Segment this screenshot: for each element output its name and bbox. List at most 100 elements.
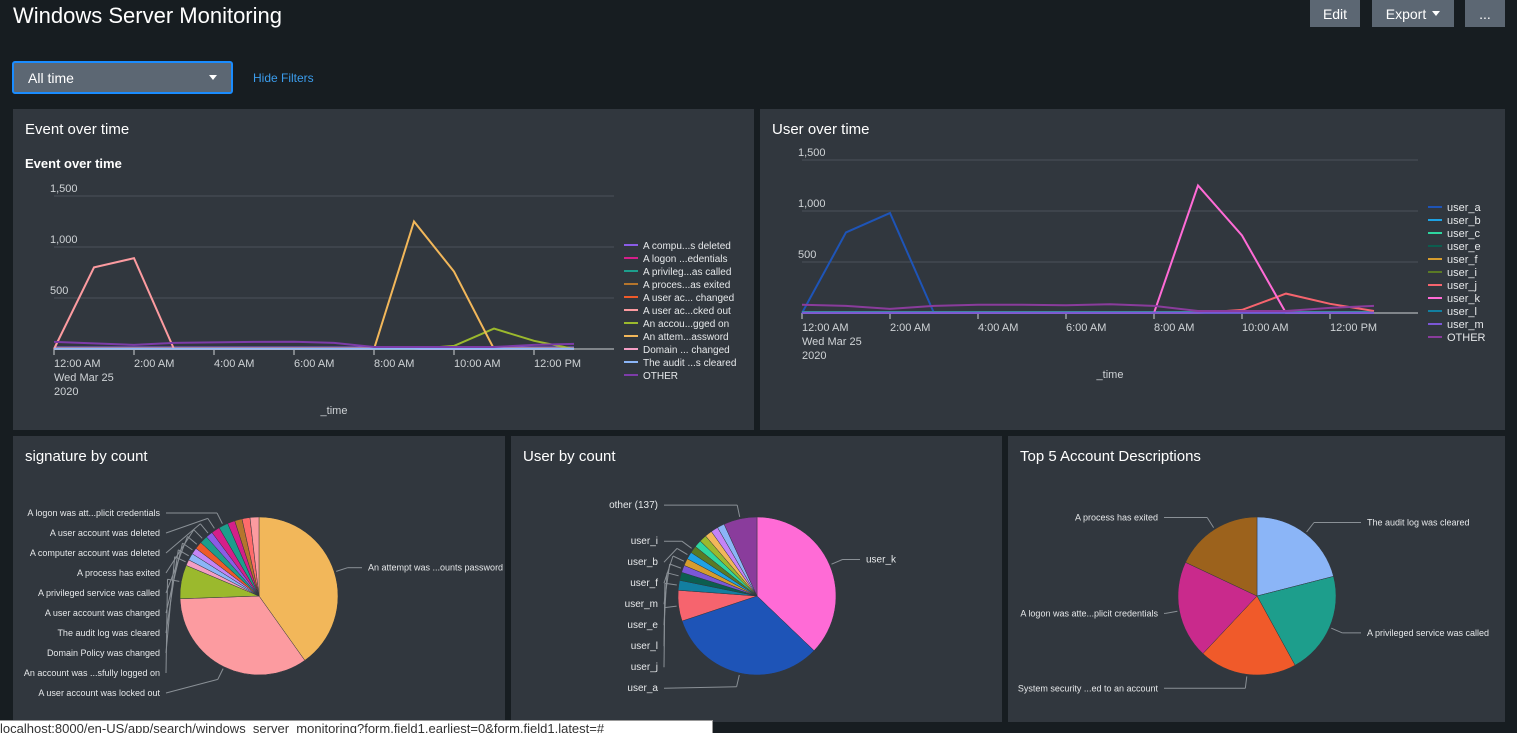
hide-filters-link[interactable]: Hide Filters (253, 71, 314, 85)
series-line (53, 257, 574, 350)
pie-slice (1177, 562, 1258, 654)
x-tick-label: 10:00 AM (1242, 322, 1288, 334)
export-button-label: Export (1385, 5, 1427, 22)
legend-label: user_j (1447, 280, 1477, 292)
pie-leader-line (165, 678, 218, 694)
legend-label: An attem...assword (643, 332, 729, 343)
pie-label: System security ...ed to an account (1018, 683, 1159, 693)
user-pie-chart[interactable]: other (137) user_i user_b user_f user_m user_… (511, 436, 1002, 722)
pie-leader-line (200, 523, 209, 534)
panel-signature-by-count: signature by count A logon was att...pli… (13, 436, 505, 722)
event-over-time-chart[interactable]: 500 1,000 1,500 12:00 AM Wed Mar 25 2020 2:00 … (13, 109, 754, 430)
x-tick-label: 2020 (54, 386, 78, 398)
panel-title: User by count (523, 448, 616, 465)
more-actions-label: ... (1479, 5, 1491, 22)
pie-slice (723, 516, 758, 597)
more-actions-button[interactable]: ... (1465, 0, 1505, 27)
legend-label: user_l (1447, 306, 1477, 318)
series-line (801, 211, 1374, 314)
pie-leader-line (165, 536, 188, 594)
pie-leader-line (193, 529, 203, 539)
time-range-dropdown[interactable]: All time (12, 61, 233, 94)
pie-slice (258, 516, 339, 661)
pie-leader-line (217, 668, 224, 680)
pie-label: A process has exited (77, 568, 160, 578)
pie-label: user_k (866, 554, 897, 565)
legend-label: user_c (1447, 228, 1481, 240)
top5-pie-chart[interactable]: A process has exited A logon was atte...p… (1008, 436, 1505, 722)
pie-leader-line (174, 556, 186, 563)
pie-label: An attempt was ...ounts password (368, 563, 503, 573)
x-tick-label: Wed Mar 25 (802, 336, 862, 348)
x-tick-label: 12:00 PM (534, 358, 581, 370)
legend-label: user_m (1447, 319, 1484, 331)
pie-leader-line (672, 555, 685, 562)
panel-title: Event over time (25, 121, 130, 138)
pie-leader-line (663, 607, 666, 668)
time-range-value: All time (28, 69, 74, 86)
pie-label: user_f (630, 578, 658, 589)
pie-label: A computer account was deleted (30, 548, 160, 558)
y-tick-label: 1,500 (50, 183, 78, 195)
pie-slice (179, 595, 306, 676)
pie-label: user_j (631, 662, 658, 673)
y-tick-label: 1,000 (798, 198, 826, 210)
page-title: Windows Server Monitoring (13, 3, 282, 28)
pie-slice (249, 516, 260, 597)
panel-title: Top 5 Account Descriptions (1020, 448, 1201, 465)
series-line (801, 303, 1375, 312)
x-tick-label: 2:00 AM (890, 322, 930, 334)
legend-label: user_e (1447, 241, 1481, 253)
pie-slice (681, 595, 815, 676)
legend-label: Domain ... changed (643, 345, 730, 356)
panel-user-over-time: User over time 500 1,000 1,500 12:00 AM Wed … (760, 109, 1505, 430)
legend-label: OTHER (643, 371, 678, 382)
export-button[interactable]: Export (1372, 0, 1454, 27)
x-tick-label: 4:00 AM (214, 358, 254, 370)
pie-label: A user account was deleted (50, 528, 160, 538)
legend-label: user_b (1447, 215, 1481, 227)
pie-slice (1256, 516, 1334, 597)
x-tick-label: 2020 (802, 350, 826, 362)
panel-top5-account: Top 5 Account Descriptions A process has… (1008, 436, 1505, 722)
chevron-down-icon (1432, 11, 1441, 16)
edit-button-label: Edit (1322, 5, 1348, 22)
x-tick-label: 8:00 AM (374, 358, 414, 370)
y-tick-label: 1,000 (50, 234, 78, 246)
pie-label: The audit log was cleared (1367, 518, 1470, 528)
pie-label: A process has exited (1075, 512, 1158, 522)
pie-leader-line (831, 559, 843, 565)
pie-label: other (137) (609, 500, 658, 511)
x-tick-label: Wed Mar 25 (54, 372, 114, 384)
legend-label: An accou...gged on (643, 319, 729, 330)
pie-leader-line (663, 686, 737, 689)
user-over-time-chart[interactable]: 500 1,000 1,500 12:00 AM Wed Mar 25 2020 2:00 … (760, 109, 1505, 430)
pie-slice (1256, 576, 1337, 666)
pie-leader-line (663, 548, 678, 563)
pie-label: user_i (631, 536, 658, 547)
legend-label: user_i (1447, 267, 1477, 279)
legend-label: user_f (1447, 254, 1479, 266)
pie-slice (756, 516, 837, 651)
x-axis-label: _time (1096, 369, 1124, 381)
pie-slice (1185, 516, 1258, 597)
pie-leader-line (1331, 627, 1343, 634)
pie-leader-line (676, 547, 688, 556)
pie-leader-line (666, 572, 679, 577)
x-tick-label: 6:00 AM (294, 358, 334, 370)
signature-pie-chart[interactable]: A logon was att...plicit credentials A us… (13, 436, 505, 722)
pie-leader-line (681, 540, 692, 549)
x-tick-label: 12:00 AM (54, 358, 100, 370)
pie-label: Domain Policy was changed (47, 648, 160, 658)
pie-leader-line (336, 567, 348, 572)
x-tick-label: 4:00 AM (978, 322, 1018, 334)
pie-leader-line (1206, 517, 1215, 528)
legend-label: A logon ...edentials (643, 254, 728, 265)
legend-label: A user ac... changed (643, 293, 734, 304)
pie-label: user_a (627, 683, 658, 694)
pie-leader-line (1306, 522, 1315, 533)
pie-label: A logon was att...plicit credentials (27, 508, 160, 518)
pie-label: A user account was locked out (38, 688, 160, 698)
edit-button[interactable]: Edit (1310, 0, 1360, 27)
legend-label: user_a (1447, 202, 1482, 214)
